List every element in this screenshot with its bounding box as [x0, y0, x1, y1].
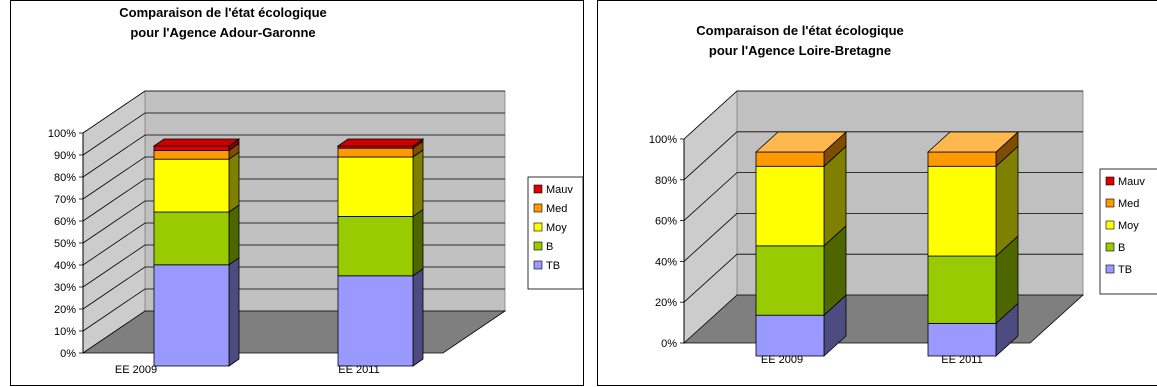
bar-side-b	[412, 208, 424, 277]
bar-side-moy	[412, 149, 424, 218]
bar-segment-b	[337, 215, 414, 277]
bar-side-tb	[228, 257, 240, 367]
bar-segment-med	[755, 151, 825, 167]
legend-label-b: B	[1118, 242, 1125, 254]
bar-side-moy	[228, 151, 240, 213]
legend-swatch-med	[533, 203, 543, 213]
gridline	[82, 112, 505, 156]
bar-segment-b	[755, 245, 825, 316]
y-tick-label: 40%	[655, 256, 677, 268]
y-tick-label: 60%	[655, 216, 677, 228]
chart-title-line: pour l'Agence Adour-Garonne	[130, 25, 315, 40]
legend-swatch-tb	[1105, 264, 1115, 274]
legend-label-mauv: Mauv	[1118, 176, 1145, 188]
y-tick-label: 0%	[661, 338, 677, 350]
y-tick-label: 70%	[54, 194, 76, 206]
bar-top-med	[754, 131, 848, 153]
chart-loire-bretagne: Comparaison de l'état écologique pour l'A…	[597, 0, 1157, 386]
legend-label-mauv: Mauv	[546, 184, 573, 196]
bar-segment-moy	[337, 156, 414, 217]
legend-label-moy: Moy	[1118, 220, 1139, 232]
chart-title-line: Comparaison de l'état écologique	[696, 23, 904, 38]
y-tick-label: 100%	[649, 134, 677, 146]
y-tick-label: 10%	[54, 326, 76, 338]
y-tick-label: 60%	[54, 216, 76, 228]
chart-svg-adour-garonne: Comparaison de l'état écologique pour l'A…	[48, 5, 584, 376]
bar-segment-med	[337, 147, 414, 158]
y-tick-label: 80%	[54, 172, 76, 184]
y-tick-label: 40%	[54, 260, 76, 272]
bar-top-mauv	[336, 138, 425, 147]
legend-label-med: Med	[546, 203, 567, 215]
legend-label-moy: Moy	[546, 222, 567, 234]
chart-svg-loire-bretagne: Comparaison de l'état écologique pour l'A…	[649, 23, 1157, 366]
legend-label-b: B	[546, 241, 553, 253]
y-tick-label: 20%	[655, 297, 677, 309]
y-tick-label: 80%	[655, 175, 677, 187]
y-tick-label: 100%	[48, 128, 76, 140]
legend	[527, 176, 584, 290]
legend-swatch-b	[1105, 242, 1115, 252]
y-tick-label: 20%	[54, 304, 76, 316]
gridline	[683, 90, 1083, 140]
chart-adour-garonne: Comparaison de l'état écologique pour l'A…	[10, 0, 584, 386]
legend-swatch-b	[533, 241, 543, 251]
legend-swatch-mauv	[1105, 176, 1115, 186]
bar-segment-moy	[755, 165, 825, 247]
legend-label-tb: TB	[1118, 264, 1132, 276]
bar-segment-moy	[927, 165, 997, 257]
bar-segment-med	[927, 151, 997, 167]
chart-title-line: Comparaison de l'état écologique	[119, 5, 327, 20]
gridline	[82, 90, 505, 134]
bar-side-tb	[412, 268, 424, 367]
floor	[682, 294, 1085, 344]
floor	[81, 310, 507, 354]
legend-swatch-mauv	[533, 184, 543, 194]
bar-segment-moy	[153, 158, 230, 213]
bar-segment-b	[927, 255, 997, 324]
y-tick-label: 50%	[54, 238, 76, 250]
bar-segment-b	[153, 211, 230, 266]
y-tick-label: 90%	[54, 150, 76, 162]
bar-segment-tb	[337, 275, 414, 367]
x-tick-label: EE 2009	[115, 364, 157, 376]
legend-swatch-moy	[1105, 220, 1115, 230]
legend-label-med: Med	[1118, 198, 1139, 210]
bar-top-med	[926, 131, 1020, 153]
legend-swatch-tb	[533, 260, 543, 270]
y-tick-label: 30%	[54, 282, 76, 294]
bar-top-mauv	[152, 138, 241, 147]
bar-segment-tb	[927, 322, 997, 357]
bar-segment-mauv	[153, 145, 230, 151]
x-tick-label: EE 2009	[761, 354, 803, 366]
x-tick-label: EE 2011	[338, 364, 379, 376]
x-tick-label: EE 2011	[941, 354, 982, 366]
legend-swatch-moy	[533, 222, 543, 232]
gridline	[82, 134, 505, 178]
bar-segment-med	[153, 149, 230, 160]
legend-label-tb: TB	[546, 260, 560, 272]
legend-swatch-med	[1105, 198, 1115, 208]
bar-side-b	[228, 204, 240, 266]
bar-segment-tb	[153, 264, 230, 367]
y-tick-label: 0%	[60, 348, 76, 360]
chart-title-line: pour l'Agence Loire-Bretagne	[709, 43, 891, 58]
bar-segment-tb	[755, 314, 825, 357]
